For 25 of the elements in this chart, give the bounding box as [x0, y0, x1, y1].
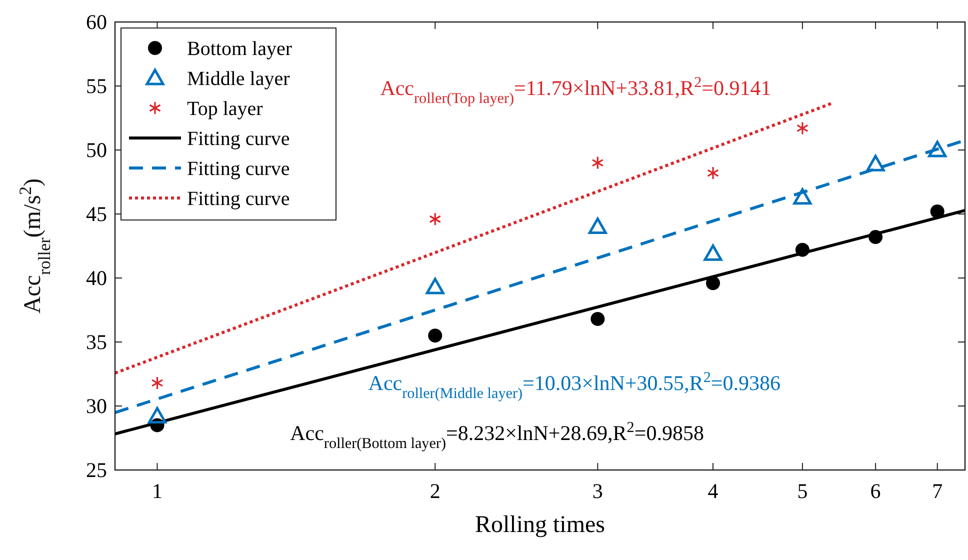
legend-label: Fitting curve	[187, 128, 290, 150]
legend-label: Fitting curve	[187, 158, 290, 180]
x-tick-label: 2	[430, 479, 440, 503]
x-tick-label: 3	[592, 479, 603, 503]
x-tick-label: 6	[870, 479, 881, 503]
x-tick-label: 7	[932, 479, 943, 503]
legend-label: Middle layer	[187, 68, 290, 90]
legend-label: Fitting curve	[187, 188, 290, 210]
y-tick-label: 35	[86, 330, 107, 354]
legend-label: Top layer	[187, 98, 264, 120]
y-tick-label: 50	[86, 138, 107, 162]
y-tick-label: 60	[86, 10, 107, 34]
y-tick-label: 55	[86, 74, 107, 98]
annotation: Acc$_{roller(Middle layer)}$=10.03×lnN+30.55,R$^{2}$=0.9386	[368, 370, 780, 402]
legend-label: Bottom layer	[187, 38, 292, 60]
annotation: Acc$_{roller(Bottom layer)}$=8.232×lnN+28.69,R$^{2}$=0.9858	[290, 420, 704, 452]
annotation: Acc$_{roller(Top layer)}$=11.79×lnN+33.81,R$^{2}$=0.9141	[380, 75, 772, 108]
x-axis-title: Rolling times	[474, 512, 606, 538]
y-tick-label: 45	[86, 202, 107, 226]
x-tick-label: 1	[152, 479, 162, 503]
x-tick-label: 4	[708, 479, 719, 503]
y-tick-label: 30	[86, 394, 107, 418]
x-tick-label: 5	[797, 479, 808, 503]
y-tick-label: 25	[86, 458, 107, 482]
y-tick-label: 40	[86, 266, 107, 290]
